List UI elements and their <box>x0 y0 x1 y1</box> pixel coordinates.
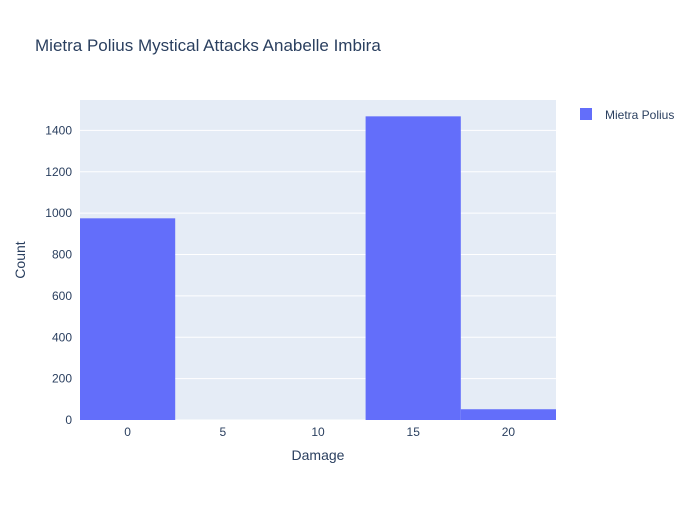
x-tick-labels: 0 5 10 15 20 <box>124 425 515 439</box>
y-tick-label: 0 <box>65 413 72 427</box>
chart-title: Mietra Polius Mystical Attacks Anabelle … <box>35 36 381 55</box>
histogram-bar[interactable] <box>365 116 461 420</box>
y-tick-label: 1000 <box>45 206 72 220</box>
legend[interactable]: Mietra Polius <box>580 108 674 122</box>
y-tick-label: 800 <box>52 248 72 262</box>
x-tick-label: 5 <box>219 425 226 439</box>
y-tick-label: 1200 <box>45 165 72 179</box>
y-tick-labels: 0 200 400 600 800 1000 1200 1400 <box>45 123 72 427</box>
legend-label[interactable]: Mietra Polius <box>605 108 674 122</box>
bars <box>80 116 556 420</box>
x-tick-label: 0 <box>124 425 131 439</box>
histogram-bar[interactable] <box>460 409 556 420</box>
y-tick-label: 1400 <box>45 123 72 137</box>
y-axis-title: Count <box>12 241 28 278</box>
y-tick-label: 400 <box>52 330 72 344</box>
histogram-bar[interactable] <box>80 218 176 420</box>
x-tick-label: 15 <box>407 425 421 439</box>
x-tick-label: 20 <box>502 425 516 439</box>
x-tick-label: 10 <box>311 425 325 439</box>
y-tick-label: 200 <box>52 372 72 386</box>
x-axis-title: Damage <box>292 447 345 463</box>
legend-swatch[interactable] <box>580 108 592 120</box>
y-tick-label: 600 <box>52 289 72 303</box>
